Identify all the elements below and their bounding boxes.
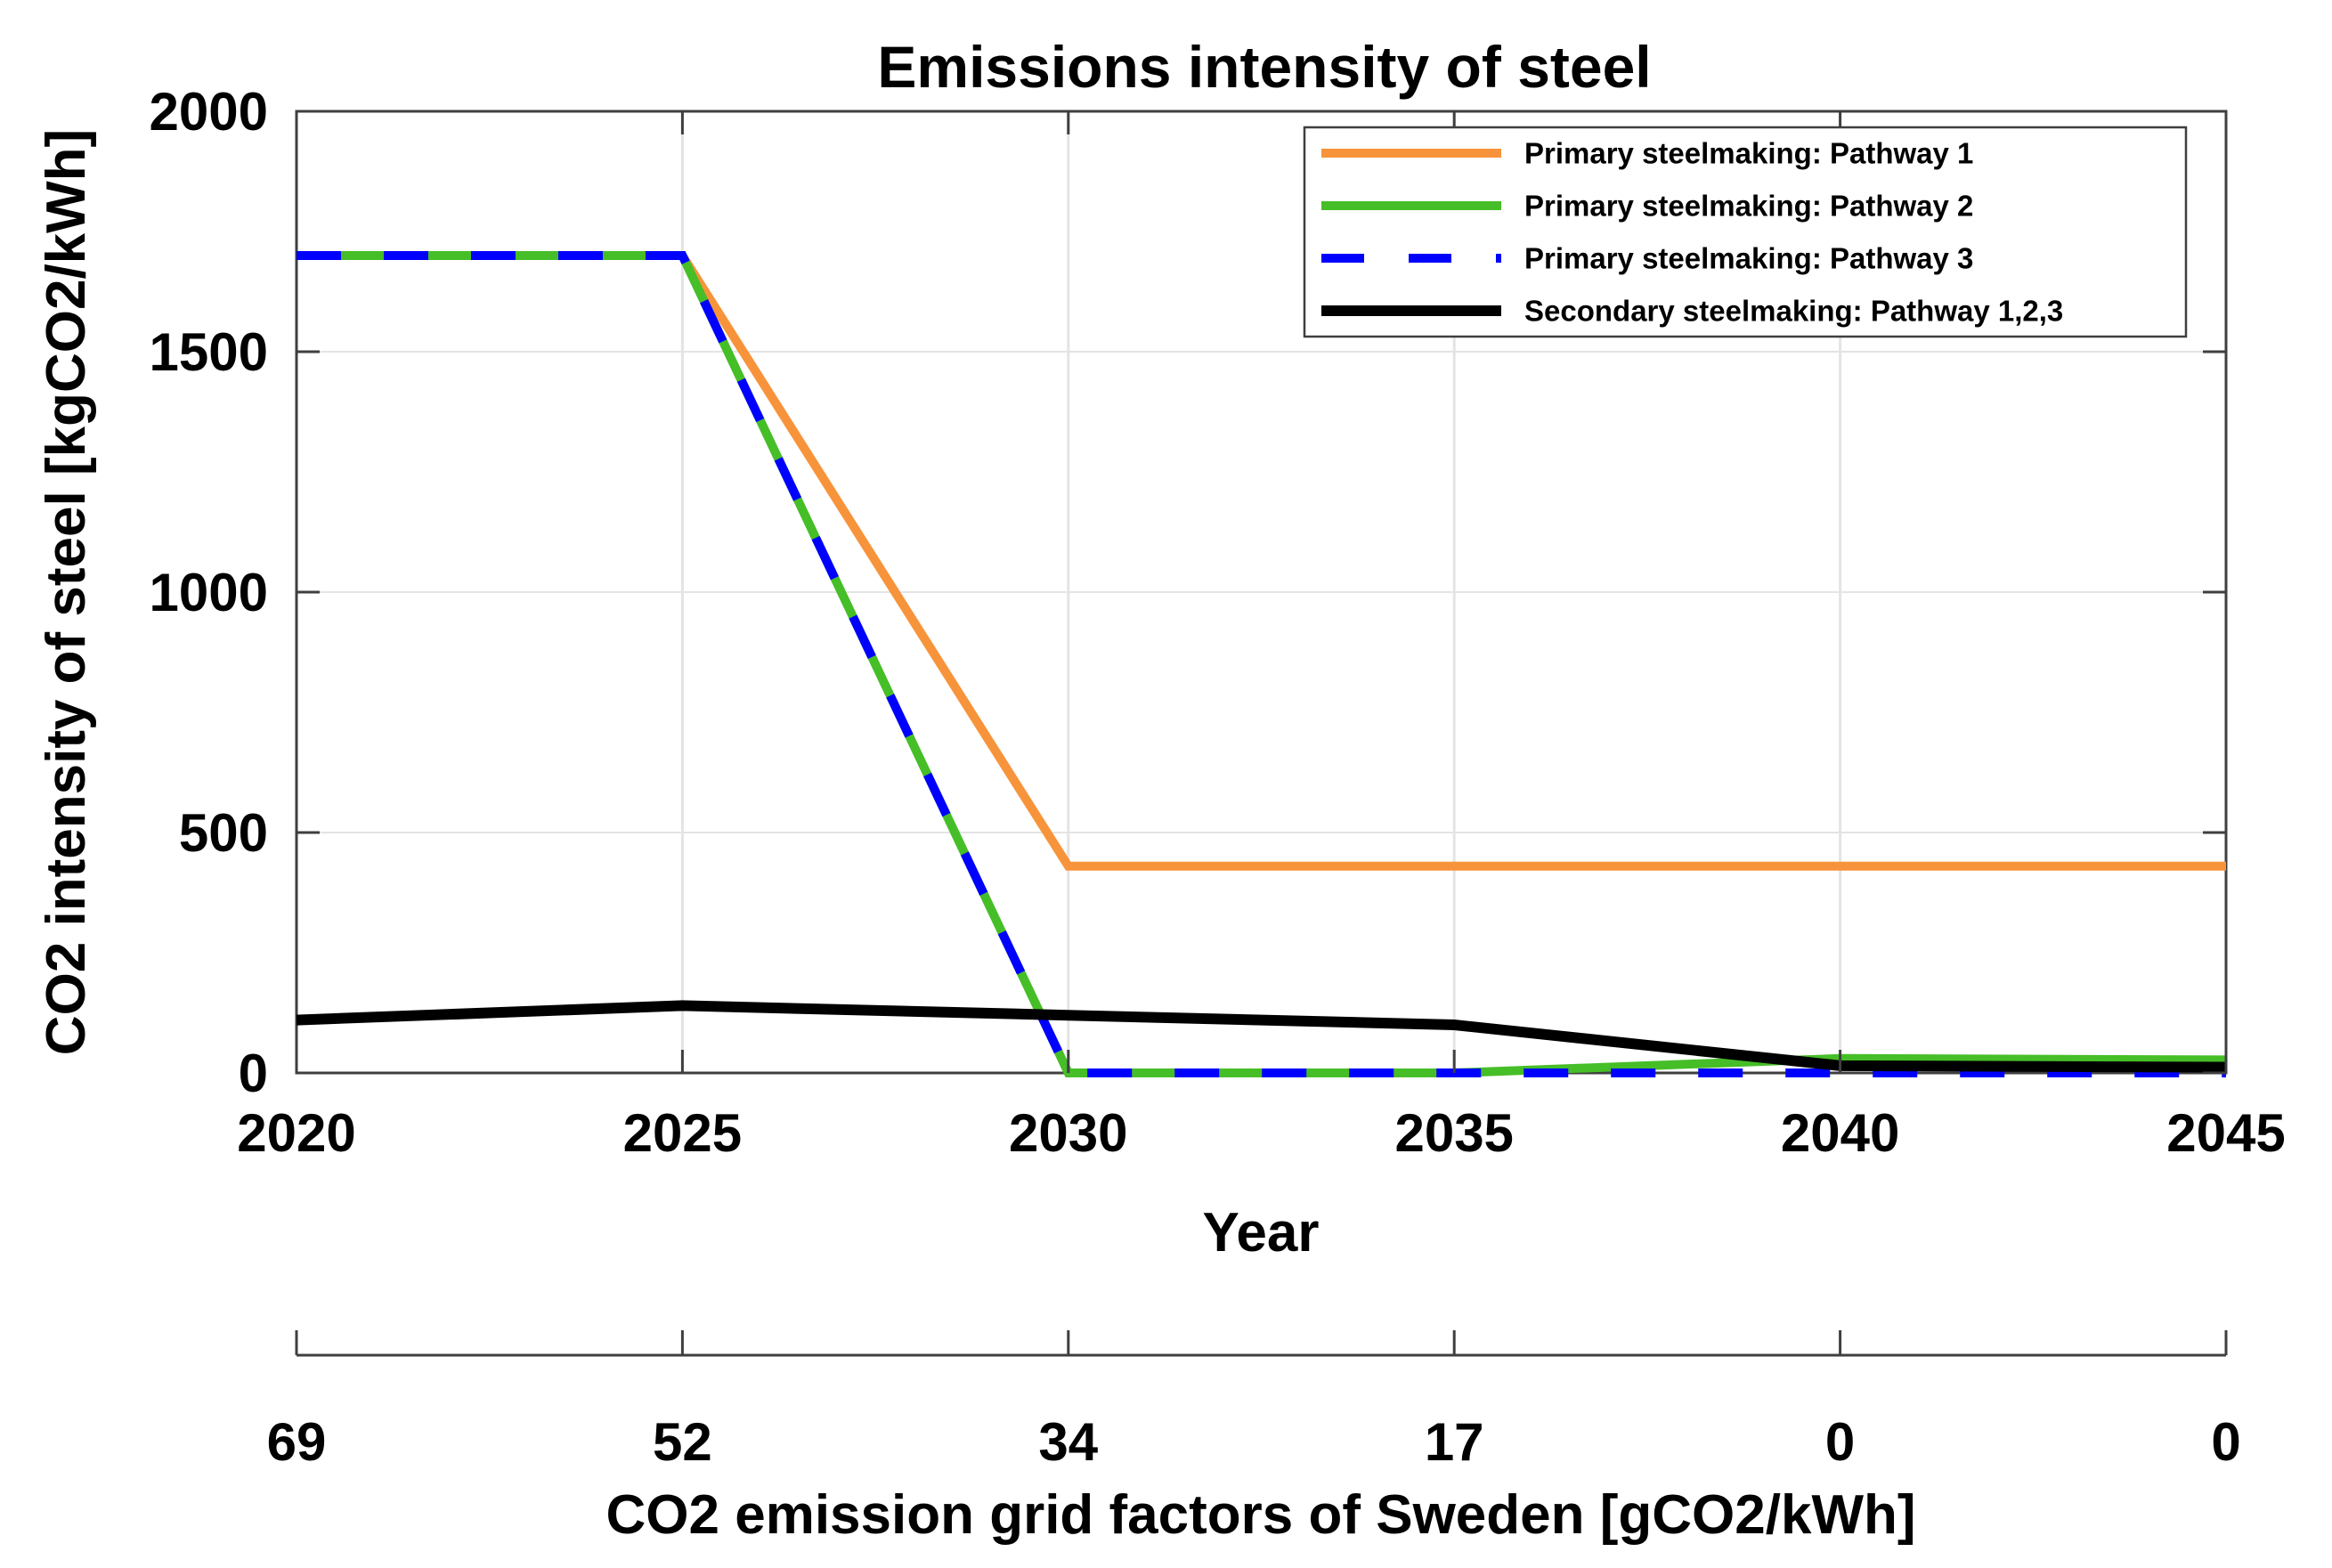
x-tick-label: 2040	[1781, 1103, 1899, 1163]
y-tick-label: 2000	[150, 82, 268, 142]
legend-box	[1303, 126, 2188, 338]
y-axis-label: CO2 intensity of steel [kgCO2/kWh]	[36, 129, 97, 1055]
x-tick-label: 2025	[623, 1103, 742, 1163]
chart-title: Emissions intensity of steel	[877, 34, 1651, 100]
x-tick-label: 2045	[2166, 1103, 2285, 1163]
series-line-2	[297, 251, 2227, 1077]
x-tick-label: 2020	[237, 1103, 355, 1163]
y-tick-label: 0	[239, 1044, 268, 1103]
x-tick-label: 2035	[1394, 1103, 1513, 1163]
secondary-tick-label: 17	[1425, 1412, 1484, 1472]
legend-label-3: Primary steelmaking: Pathway 3	[1524, 242, 1973, 275]
series-layer	[296, 251, 2227, 1077]
secondary-axis-layer: 69 52 34 17 0 0	[267, 1330, 2241, 1472]
series-line-4	[296, 1000, 2227, 1073]
secondary-tick-label: 0	[1825, 1412, 1855, 1472]
series-line-1	[297, 251, 2226, 871]
secondary-tick-label: 0	[2211, 1412, 2240, 1472]
legend: Primary steelmaking: Pathway 1 Primary st…	[1303, 126, 2188, 338]
secondary-axis-label: CO2 emission grid factors of Sweden [gCO…	[606, 1484, 1916, 1546]
secondary-tick-label: 34	[1038, 1412, 1098, 1472]
legend-label-2: Primary steelmaking: Pathway 2	[1524, 190, 1973, 223]
y-tick-label: 500	[179, 803, 268, 863]
secondary-tick-label: 69	[267, 1412, 327, 1472]
legend-label-4: Secondary steelmaking: Pathway 1,2,3	[1524, 295, 2063, 328]
y-tick-label: 1500	[150, 322, 268, 382]
y-tick-label: 1000	[150, 563, 268, 622]
tick-layer	[295, 110, 2228, 1075]
tick-label-layer: 2020 2025 2030 2035 2040 2045 0 500 1000 1500 2000	[150, 82, 2286, 1163]
legend-label-1: Primary steelmaking: Pathway 1	[1524, 137, 1973, 170]
x-tick-label: 2030	[1009, 1103, 1127, 1163]
series-line-3	[297, 251, 2226, 1077]
x-axis-label: Year	[1202, 1202, 1319, 1263]
secondary-tick-label: 52	[653, 1412, 712, 1472]
